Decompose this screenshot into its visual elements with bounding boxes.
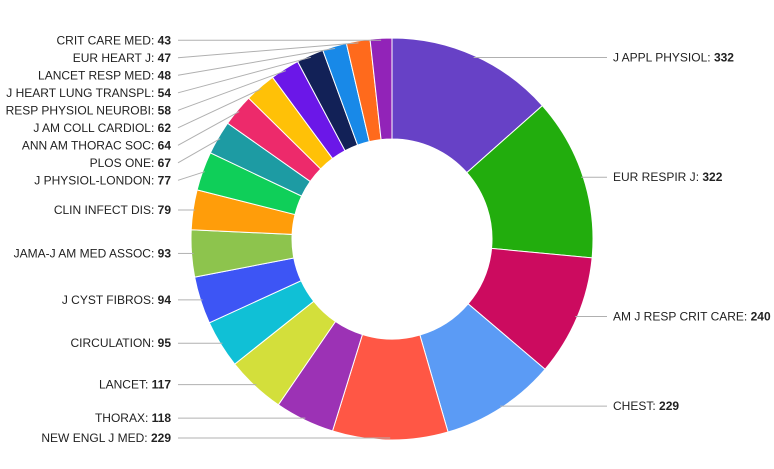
slice-label-name: J AM COLL CARDIOL [33,121,151,135]
slice-label-name: J CYST FIBROS [62,293,151,307]
slice-label-name: J HEART LUNG TRANSPL [6,86,151,100]
slice-label-circulation: CIRCULATION: 95 [71,336,172,350]
leader-line-resp-physiol-neurobi [177,70,287,111]
slice-label-lancet: LANCET: 117 [99,378,171,392]
slice-label-value: 54 [158,86,172,100]
slice-label-resp-physiol-neurobi: RESP PHYSIOL NEUROBI: 58 [6,103,172,117]
slice-label-j-heart-lung-transpl: J HEART LUNG TRANSPL: 54 [6,86,171,100]
leader-line-plos-one [177,138,221,164]
slice-label-value: 48 [158,68,172,82]
slice-label-j-am-coll-cardiol: J AM COLL CARDIOL: 62 [33,121,171,135]
slice-label-value: 117 [152,378,172,392]
slice-label-crit-care-med: CRIT CARE MED: 43 [57,33,172,47]
labels-group: J APPL PHYSIOL: 332 EUR RESPIR J: 322 AM J… [6,33,771,445]
slice-label-value: 95 [158,336,172,350]
slice-label-value: 77 [158,173,172,187]
leader-line-eur-heart-j [177,42,359,59]
slice-label-value: 94 [158,293,172,307]
slice-label-j-physiol-london: J PHYSIOL-LONDON: 77 [34,173,171,187]
slice-label-name: J APPL PHYSIOL [613,51,708,65]
slice-label-ann-am-thorac-soc: ANN AM THORAC SOC: 64 [22,138,171,152]
slice-label-name: CRIT CARE MED [57,33,152,47]
slice-label-lancet-resp-med: LANCET RESP MED: 48 [38,68,171,82]
slice-label-value: 67 [158,156,172,170]
slice-label-value: 322 [702,170,722,184]
slice-label-name: LANCET [99,378,147,392]
leader-line-j-heart-lung-transpl [177,56,311,94]
slice-label-value: 58 [158,103,172,117]
leader-lines-group [177,39,607,439]
slice-label-new-engl-j-med: NEW ENGL J MED: 229 [41,431,171,445]
slice-label-name: EUR HEART J [73,51,151,65]
slice-label-name: CHEST [613,399,654,413]
slice-label-value: 43 [158,33,172,47]
slice-label-j-cyst-fibros: J CYST FIBROS: 94 [62,293,171,307]
slice-label-name: NEW ENGL J MED [41,431,144,445]
slice-label-eur-respir-j: EUR RESPIR J: 322 [613,170,723,184]
slice-label-value: 240 [751,309,771,323]
slice-label-name: J PHYSIOL-LONDON [34,173,151,187]
leader-line-j-physiol-london [177,171,205,181]
slice-label-value: 229 [151,431,171,445]
slice-label-name: JAMA-J AM MED ASSOC [14,246,152,260]
slice-label-name: CLIN INFECT DIS [54,203,151,217]
slice-label-value: 229 [659,399,679,413]
slice-label-clin-infect-dis: CLIN INFECT DIS: 79 [54,203,171,217]
slices-group [190,37,594,441]
slice-crit-care-med [369,37,393,141]
slice-label-name: ANN AM THORAC SOC [22,138,151,152]
slice-label-thorax: THORAX: 118 [95,411,171,425]
slice-label-value: 118 [152,411,172,425]
slice-label-name: PLOS ONE [90,156,151,170]
slice-label-name: RESP PHYSIOL NEUROBI [6,103,151,117]
slice-label-eur-heart-j: EUR HEART J: 47 [73,51,172,65]
slice-label-name: THORAX [95,411,145,425]
leader-line-j-am-coll-cardiol [177,88,262,129]
slice-label-am-j-resp-crit-care: AM J RESP CRIT CARE: 240 [613,309,771,323]
slice-label-plos-one: PLOS ONE: 67 [90,156,172,170]
leader-line-lancet-resp-med [177,47,336,76]
slice-label-value: 47 [158,51,172,65]
slice-label-value: 64 [158,138,172,152]
slice-label-name: AM J RESP CRIT CARE [613,309,744,323]
slice-label-value: 93 [158,246,172,260]
slice-label-value: 79 [158,203,172,217]
slice-label-jama-j-am-med-assoc: JAMA-J AM MED ASSOC: 93 [14,246,172,260]
slice-label-chest: CHEST: 229 [613,399,679,413]
leader-line-ann-am-thorac-soc [177,111,240,146]
slice-label-name: CIRCULATION [71,336,151,350]
slice-label-name: EUR RESPIR J [613,170,696,184]
slice-label-value: 332 [714,51,734,65]
slice-label-j-appl-physiol: J APPL PHYSIOL: 332 [613,51,734,65]
slice-label-value: 62 [158,121,172,135]
slice-label-name: LANCET RESP MED [38,68,151,82]
